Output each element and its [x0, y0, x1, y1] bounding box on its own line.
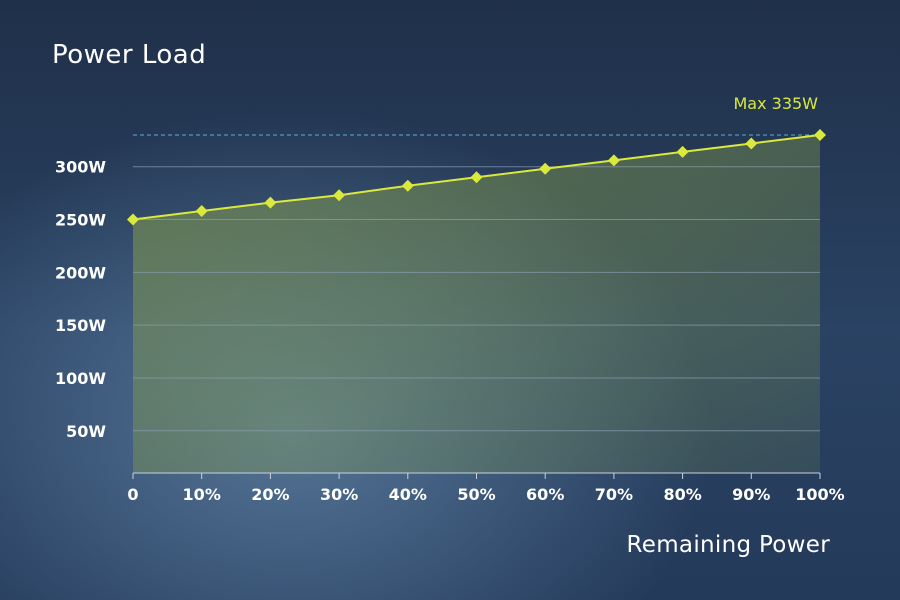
- y-tick-label: 100W: [55, 369, 106, 388]
- x-axis-title: Remaining Power: [626, 532, 830, 558]
- data-point: [195, 205, 208, 218]
- x-tick-label: 90%: [732, 485, 770, 504]
- y-tick-label: 50W: [66, 422, 106, 441]
- x-tick-label: 0: [127, 485, 138, 504]
- x-tick-label: 40%: [389, 485, 427, 504]
- data-point: [401, 179, 414, 192]
- x-tick-label: 10%: [183, 485, 221, 504]
- x-tick-label: 80%: [663, 485, 701, 504]
- chart-title: Power Load: [52, 40, 207, 70]
- x-tick-label: 30%: [320, 485, 358, 504]
- x-tick-label: 20%: [251, 485, 289, 504]
- data-point: [127, 213, 139, 226]
- max-label: Max 335W: [733, 94, 818, 113]
- x-tick-label: 70%: [595, 485, 633, 504]
- data-point: [470, 171, 483, 184]
- data-point: [264, 196, 277, 209]
- data-point: [539, 162, 552, 175]
- y-tick-label: 300W: [55, 158, 106, 177]
- x-tick-label: 50%: [457, 485, 495, 504]
- y-tick-label: 150W: [55, 316, 106, 335]
- data-point: [676, 145, 689, 158]
- series-area: [133, 135, 820, 473]
- y-tick-label: 250W: [55, 211, 106, 230]
- data-point: [745, 137, 758, 150]
- x-tick-label: 100%: [795, 485, 844, 504]
- data-point: [607, 154, 620, 167]
- y-tick-label: 200W: [55, 263, 106, 282]
- x-tick-label: 60%: [526, 485, 564, 504]
- data-point: [814, 129, 826, 141]
- data-point: [333, 189, 346, 202]
